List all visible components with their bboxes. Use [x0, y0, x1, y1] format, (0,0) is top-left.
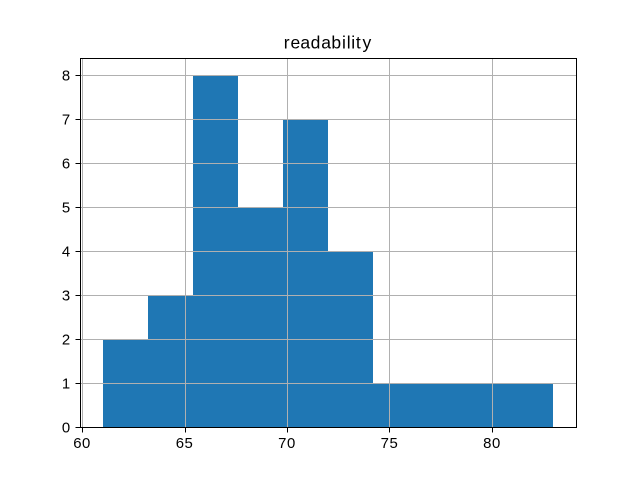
svg-text:80: 80 [483, 436, 500, 452]
svg-text:4: 4 [62, 245, 70, 261]
svg-text:7: 7 [62, 113, 70, 129]
svg-text:1: 1 [62, 377, 70, 393]
svg-text:60: 60 [73, 436, 90, 452]
svg-text:readability: readability [284, 33, 372, 53]
svg-text:65: 65 [176, 436, 193, 452]
svg-text:75: 75 [381, 436, 398, 452]
svg-text:0: 0 [62, 421, 70, 437]
svg-text:3: 3 [62, 289, 70, 305]
svg-text:70: 70 [278, 436, 295, 452]
svg-text:2: 2 [62, 333, 70, 349]
svg-text:6: 6 [62, 157, 70, 173]
svg-text:5: 5 [62, 201, 70, 217]
svg-text:8: 8 [62, 69, 70, 85]
